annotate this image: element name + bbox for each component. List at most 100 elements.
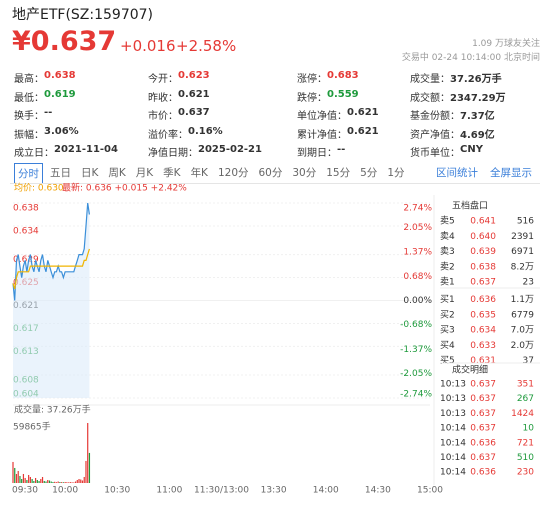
volume-bar (54, 481, 56, 483)
trade-volume: 351 (517, 380, 534, 390)
volume-bar (15, 473, 18, 483)
stat-value: 2021-11-04 (54, 144, 118, 155)
stat-label: 涨停： (297, 74, 327, 85)
trade-time: 10:14 (440, 453, 466, 463)
volume-bar (85, 460, 87, 483)
volume-bar (74, 481, 77, 483)
stat-label: 昨收： (148, 92, 178, 104)
trade-price: 0.636 (470, 468, 496, 478)
stat-value: 4.69亿 (460, 129, 495, 141)
volume-tick-label: 59865手 (13, 421, 51, 433)
trade-price: 0.637 (470, 424, 496, 434)
volume-bar (73, 482, 75, 483)
trade-price: 0.637 (470, 409, 496, 419)
volume-bar (41, 476, 44, 483)
title: 地产ETF(SZ:159707) (12, 7, 154, 23)
order-level: 买5 (440, 355, 455, 366)
order-level: 买1 (440, 294, 455, 305)
y-tick-label: 0.629 (13, 255, 39, 265)
stat-label: 货币单位： (410, 148, 460, 159)
tab-action[interactable]: 全屏显示 (490, 167, 532, 179)
volume-bar (69, 482, 71, 483)
stat-value: 0.638 (44, 70, 76, 81)
stat-value: 3.06% (44, 125, 79, 137)
volume-bar (50, 481, 52, 483)
trade-volume: 721 (517, 438, 534, 448)
y2-tick-label: 0.00% (403, 296, 432, 306)
volume-bar (45, 481, 47, 483)
order-level: 买4 (440, 340, 455, 351)
stat-label: 市价： (148, 111, 178, 122)
y2-tick-label: 0.68% (403, 272, 432, 282)
order-price: 0.637 (470, 278, 496, 288)
volume-bar (57, 481, 59, 483)
order-price: 0.639 (470, 247, 496, 257)
x-tick-label: 15:00 (417, 486, 443, 496)
stat-label: 净值日期： (148, 148, 198, 159)
order-volume: 7.0万 (511, 326, 534, 336)
trade-volume: 510 (517, 453, 534, 463)
avg-line (12, 248, 90, 290)
trade-time: 10:13 (440, 409, 466, 419)
order-price: 0.640 (470, 232, 496, 242)
x-tick-label: 14:00 (313, 486, 339, 496)
order-volume: 6779 (511, 310, 534, 320)
stat-value: 0.621 (347, 107, 379, 118)
volume-bar (78, 478, 80, 483)
order-price: 0.631 (470, 356, 496, 366)
status: 交易中 02-24 10:14:00 北京时间 (401, 53, 540, 63)
change-pct: +2.58% (176, 37, 237, 55)
stat-label: 换手： (14, 111, 44, 122)
stat-label: 成交量： (410, 74, 450, 85)
volume-bar (64, 481, 66, 483)
stat-label: 基金份额： (410, 111, 460, 122)
order-volume: 37 (523, 356, 534, 366)
trade-volume: 230 (517, 468, 534, 478)
volume-title: 成交量: 37.26万手 (14, 404, 91, 416)
volume-bar (26, 479, 28, 483)
stat-label: 溢价率： (148, 129, 188, 141)
x-tick-label: 10:00 (52, 486, 78, 496)
order-level: 卖1 (440, 277, 455, 288)
tab[interactable]: 60分 (258, 167, 283, 179)
volume-bar (76, 479, 78, 483)
volume-bar (48, 480, 51, 483)
tab[interactable]: 月K (135, 167, 154, 179)
stat-value: 0.621 (347, 125, 379, 137)
order-price: 0.635 (470, 310, 496, 320)
tab[interactable]: 五日 (50, 167, 71, 179)
volume-bar (28, 474, 30, 483)
stat-label: 累计净值： (297, 129, 347, 141)
volume-bar (33, 480, 35, 483)
legend-avg: 均价: 0.630 (14, 182, 64, 194)
order-price: 0.633 (470, 341, 496, 351)
x-tick-label: 09:30 (12, 486, 38, 496)
x-tick-label: 13:30 (261, 486, 287, 496)
trade-price: 0.637 (470, 453, 496, 463)
volume-bar (61, 482, 63, 483)
y2-tick-label: 1.37% (403, 247, 432, 257)
tab[interactable]: 30分 (292, 167, 317, 179)
volume-bar (40, 478, 42, 483)
tab[interactable]: 年K (190, 167, 208, 179)
change: +0.016 (120, 37, 176, 55)
tab[interactable]: 15分 (326, 167, 351, 179)
order-price: 0.634 (470, 326, 496, 336)
volume-bar (36, 479, 38, 483)
stat-label: 单位净值： (297, 111, 347, 122)
order-level: 卖4 (440, 231, 455, 242)
volume-bar (43, 480, 45, 483)
volume-bar (88, 452, 91, 483)
tab[interactable]: 季K (163, 167, 181, 179)
tab[interactable]: 5分 (360, 167, 378, 179)
trade-volume: 267 (517, 394, 534, 404)
stat-value: 37.26万手 (450, 74, 502, 85)
tab-action[interactable]: 区间统计 (436, 167, 478, 179)
volume-bar (59, 481, 61, 483)
tab[interactable]: 120分 (217, 167, 249, 179)
tab[interactable]: 日K (81, 167, 99, 179)
trade-volume: 1424 (511, 409, 534, 419)
tab[interactable]: 1分 (387, 167, 405, 179)
trade-time: 10:14 (440, 424, 466, 434)
tab[interactable]: 周K (108, 167, 126, 179)
